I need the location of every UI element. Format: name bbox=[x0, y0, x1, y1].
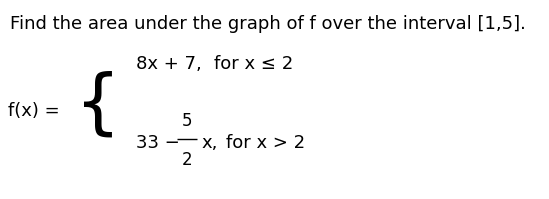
Text: 8x + 7,: 8x + 7, bbox=[136, 55, 201, 73]
Text: 2: 2 bbox=[182, 151, 192, 169]
Text: for x > 2: for x > 2 bbox=[226, 134, 305, 152]
Text: {: { bbox=[75, 71, 121, 140]
Text: Find the area under the graph of f over the interval [1,5].: Find the area under the graph of f over … bbox=[10, 15, 526, 33]
Text: for x ≤ 2: for x ≤ 2 bbox=[214, 55, 293, 73]
Text: f(x) =: f(x) = bbox=[8, 102, 59, 120]
Text: 5: 5 bbox=[182, 112, 192, 130]
Text: 33 −: 33 − bbox=[136, 134, 185, 152]
Text: x,: x, bbox=[202, 134, 218, 152]
